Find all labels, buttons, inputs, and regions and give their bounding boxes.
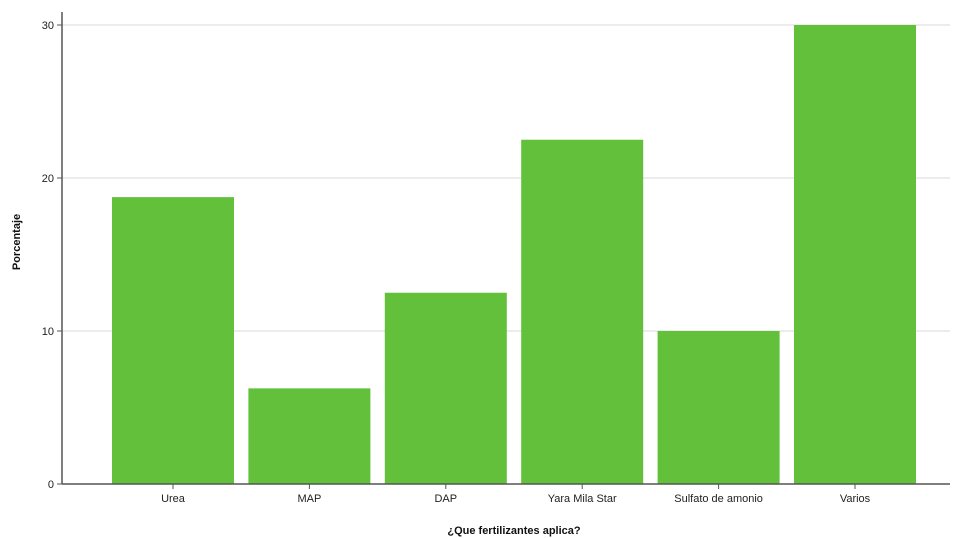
bar-dap	[384, 292, 507, 484]
x-tick-label: DAP	[434, 493, 457, 505]
bar-map	[248, 388, 371, 484]
y-tick-label: 10	[42, 326, 54, 338]
x-axis-title: ¿Que fertilizantes aplica?	[447, 525, 581, 537]
x-tick-label: Urea	[161, 493, 186, 505]
bar-sulfato-de-amonio	[657, 331, 780, 484]
y-tick-labels: 0 10 20 30	[42, 20, 62, 491]
x-tick-labels: Urea MAP DAP Yara Mila Star Sulfato de amoni…	[161, 484, 871, 505]
bar-yara-mila-star	[521, 139, 644, 484]
x-tick-label: Yara Mila Star	[548, 493, 617, 505]
y-axis-title: Porcentaje	[11, 214, 23, 270]
y-tick-label: 20	[42, 173, 54, 185]
y-tick-label: 0	[48, 479, 54, 491]
y-tick-label: 30	[42, 20, 54, 32]
bars	[112, 25, 916, 484]
x-tick-label: Sulfato de amonio	[674, 493, 763, 505]
bar-varios	[794, 25, 916, 484]
bar-urea	[112, 197, 234, 484]
x-tick-label: Varios	[840, 493, 871, 505]
x-tick-label: MAP	[297, 493, 321, 505]
